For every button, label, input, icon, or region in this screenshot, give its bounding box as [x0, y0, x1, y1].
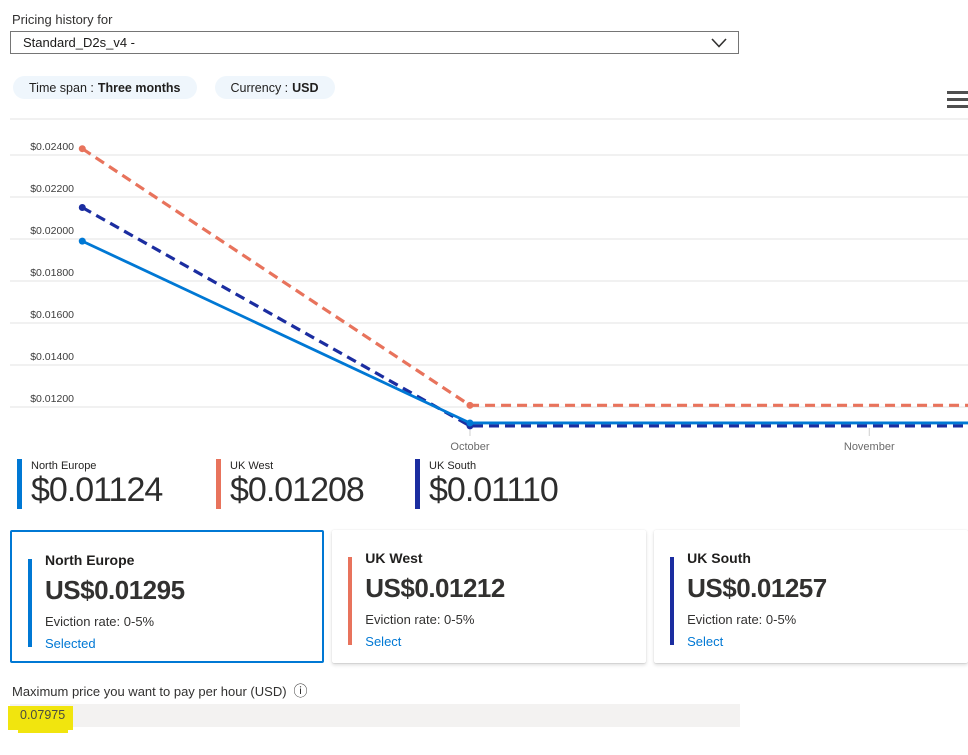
chevron-down-icon [711, 37, 727, 48]
svg-text:$0.02400: $0.02400 [30, 141, 74, 153]
region-cards: North Europe US$0.01295 Eviction rate: 0… [10, 529, 968, 663]
time-span-value: Three months [97, 80, 181, 95]
currency-filter[interactable]: Currency : USD [214, 76, 335, 99]
pricing-history-label: Pricing history for [12, 12, 113, 27]
max-price-label-row: Maximum price you want to pay per hour (… [12, 684, 968, 699]
svg-text:$0.01200: $0.01200 [30, 393, 74, 405]
currency-label: Currency : [230, 80, 289, 95]
legend-item-uk-west: UK West $0.01208 [216, 459, 415, 509]
max-price-field [8, 703, 740, 733]
card-price: US$0.01212 [365, 572, 505, 603]
legend-item-uk-south: UK South $0.01110 [415, 459, 614, 509]
svg-text:November: November [844, 441, 895, 453]
legend-value: $0.01110 [429, 471, 559, 509]
time-span-filter[interactable]: Time span : Three months [13, 76, 197, 99]
svg-text:$0.01400: $0.01400 [30, 351, 74, 363]
svg-text:$0.02200: $0.02200 [30, 183, 74, 195]
vm-size-value: Standard_D2s_v4 - [23, 35, 136, 50]
svg-text:October: October [450, 441, 489, 453]
info-icon[interactable]: ⓘ [293, 683, 308, 700]
card-eviction-rate: Eviction rate: 0-5% [687, 611, 797, 627]
card-accent-bar [348, 556, 353, 645]
region-card-uk-south[interactable]: UK South US$0.01257 Eviction rate: 0-5% … [654, 529, 968, 663]
select-link[interactable]: Select [365, 633, 402, 649]
legend-name: UK South [429, 460, 477, 472]
price-history-chart: $0.02400 $0.02200 $0.02000 $0.01800 $0.01600… [0, 115, 968, 455]
region-card-north-europe[interactable]: North Europe US$0.01295 Eviction rate: 0… [10, 529, 325, 663]
chart-legend: North Europe $0.01124 UK West $0.01208 U… [17, 459, 968, 509]
card-price: US$0.01257 [687, 572, 827, 603]
card-price: US$0.01295 [45, 574, 185, 605]
chart-menu-icon[interactable] [947, 91, 968, 112]
selected-link[interactable]: Selected [45, 635, 96, 651]
vm-size-dropdown[interactable]: Standard_D2s_v4 - [10, 31, 739, 54]
card-region-name: North Europe [45, 551, 135, 568]
svg-text:$0.01600: $0.01600 [30, 309, 74, 321]
card-eviction-rate: Eviction rate: 0-5% [45, 613, 155, 629]
currency-value: USD [292, 80, 319, 95]
select-link[interactable]: Select [687, 633, 724, 649]
card-region-name: UK South [687, 549, 751, 566]
region-card-uk-west[interactable]: UK West US$0.01212 Eviction rate: 0-5% S… [332, 529, 647, 663]
card-region-name: UK West [365, 549, 423, 566]
card-accent-bar [670, 556, 675, 645]
filter-bar: Time span : Three months Currency : USD [13, 76, 968, 99]
max-price-input[interactable] [10, 703, 740, 727]
card-eviction-rate: Eviction rate: 0-5% [365, 611, 475, 627]
max-price-label: Maximum price you want to pay per hour (… [12, 683, 287, 699]
legend-value: $0.01208 [230, 471, 365, 509]
price-history-chart-svg: $0.02400 $0.02200 $0.02000 $0.01800 $0.01600… [10, 118, 968, 453]
svg-text:$0.01800: $0.01800 [30, 267, 74, 279]
card-accent-bar [28, 558, 32, 647]
legend-name: North Europe [31, 460, 97, 472]
legend-item-north-europe: North Europe $0.01124 [17, 459, 216, 509]
pricing-history-panel: Pricing history for Standard_D2s_v4 - Ti… [0, 12, 968, 755]
legend-name: UK West [230, 460, 274, 472]
legend-value: $0.01124 [31, 471, 163, 509]
time-span-label: Time span : [29, 80, 94, 95]
svg-text:$0.02000: $0.02000 [30, 225, 74, 237]
highlight-marker-tail [18, 728, 68, 733]
